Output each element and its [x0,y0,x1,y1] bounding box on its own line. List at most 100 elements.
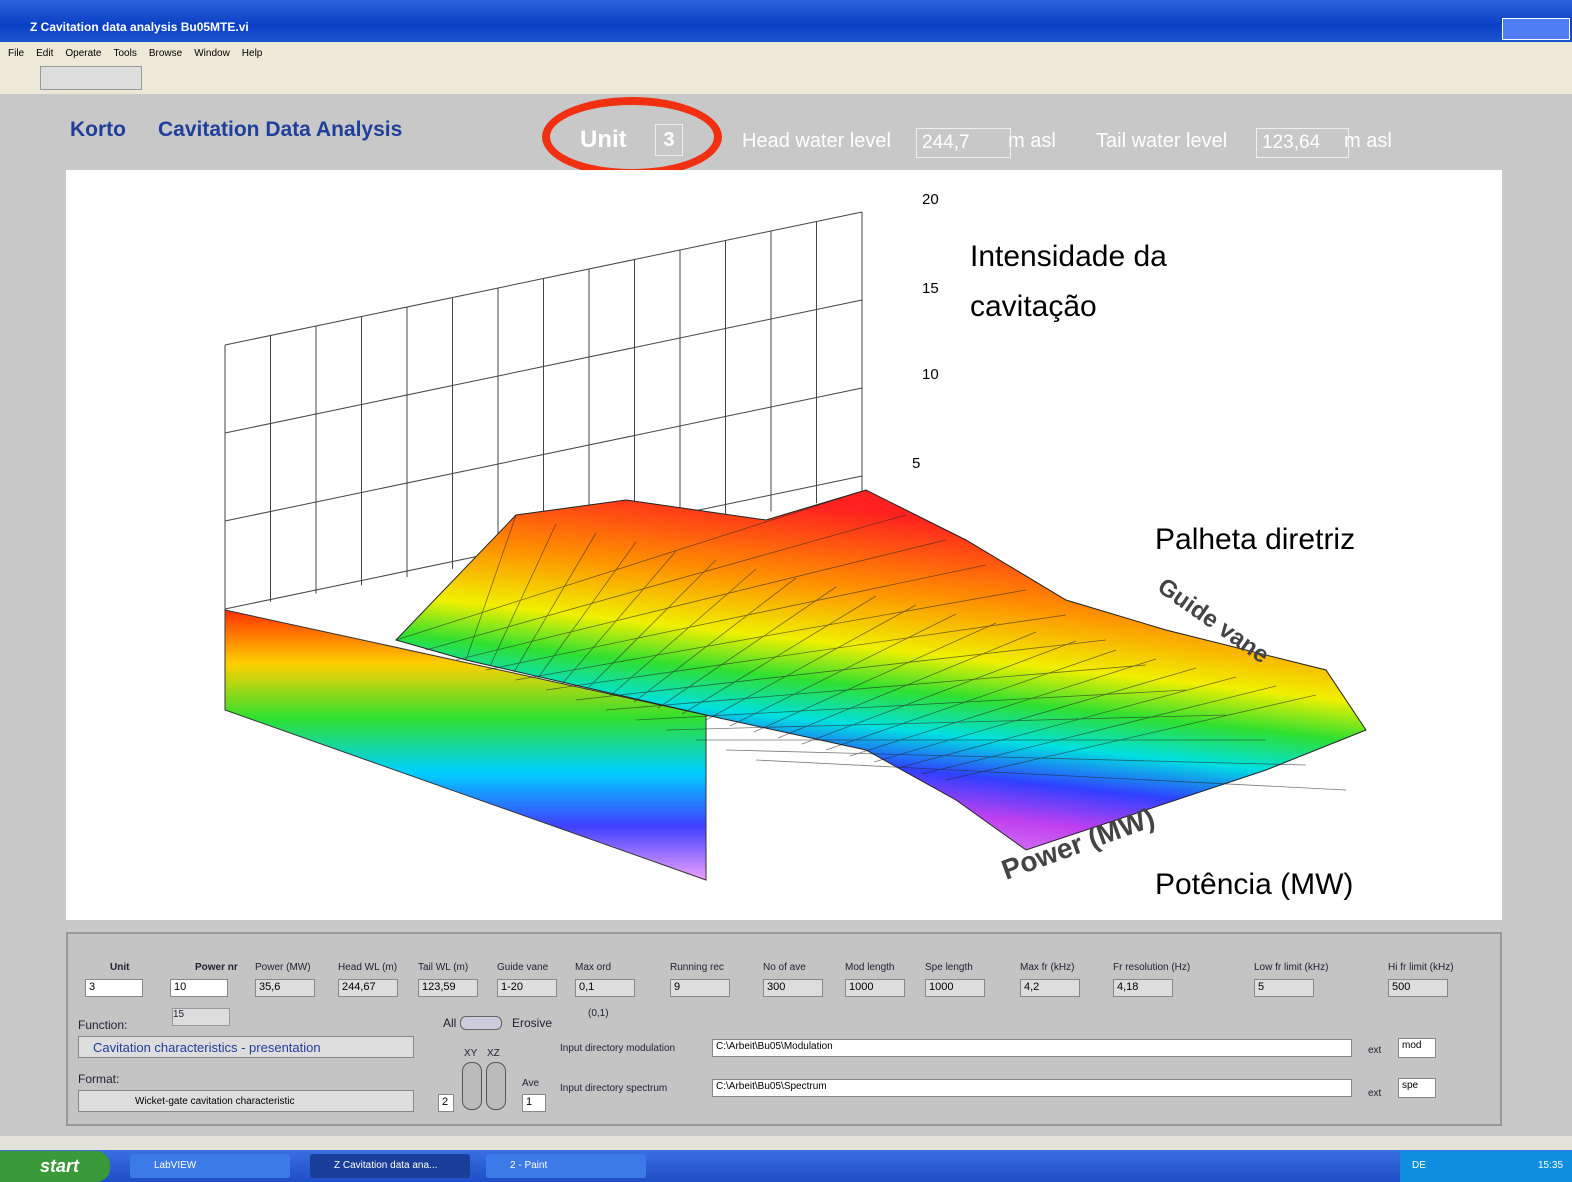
menu-item[interactable]: File [8,48,25,59]
grid-line [633,577,797,703]
field-value[interactable]: 10 [170,979,228,997]
field-label: Spe length [925,962,973,973]
spe-dir[interactable]: C:\Arbeit\Bu05\Spectrum [712,1079,1352,1097]
field-label: Hi fr limit (kHz) [1388,962,1454,973]
ave-value[interactable]: 1 [522,1094,546,1112]
task-button[interactable]: 2 - Paint [486,1154,646,1178]
format-label: Format: [78,1072,120,1086]
field-value[interactable]: 4,2 [1020,979,1080,997]
field-value[interactable]: 500 [1388,979,1448,997]
grid-line [635,689,1187,721]
field-label: Guide vane [497,962,549,973]
brand: Korto [70,118,126,141]
spe-ext[interactable]: spe [1398,1078,1436,1098]
z-tick-label: 15 [922,280,939,297]
start-button[interactable] [0,1151,110,1182]
xy-label: XY [464,1048,478,1059]
task-button[interactable]: Z Cavitation data ana... [310,1154,470,1178]
menu-item[interactable]: Tools [113,48,137,59]
field-value[interactable]: 123,59 [418,979,478,997]
max-ord-sub: (0,1) [588,1008,609,1019]
menu-item[interactable]: Window [194,48,230,59]
app-title: Cavitation Data Analysis [158,118,403,141]
grid-line [665,714,1227,731]
grid-line [921,685,1277,775]
back-wall-grid [224,211,863,610]
menu-item[interactable]: Operate [65,48,102,59]
window-buttons[interactable] [1502,18,1570,40]
field-value[interactable]: 1000 [845,979,905,997]
grid-line [224,387,863,522]
plot: 20 15 10 5 Intensidade da cavitação Palh… [66,170,1502,920]
surface-mesh [395,489,1347,791]
annotation: Potência (MW) [1155,868,1353,901]
field-label: Fr resolution (Hz) [1113,962,1191,973]
tail-label: Tail water level [1096,130,1228,152]
field-label: Unit [110,962,130,973]
switch[interactable] [460,1016,502,1030]
field-value[interactable]: 35,6 [255,979,315,997]
ave-label: Ave [522,1078,540,1089]
grid-line [609,568,757,697]
z-tick-label: 20 [922,191,939,208]
grid-line [873,667,1197,763]
ext-label: ext [1368,1045,1382,1056]
grid-line [489,523,557,667]
power-nr-sub: 15 [172,1008,230,1026]
field-value[interactable]: 1-20 [497,979,557,997]
grid-line [224,299,863,434]
grid-line [755,759,1347,791]
tray-lang: DE [1412,1160,1426,1171]
field-value[interactable]: 3 [85,979,143,997]
xz-knob[interactable] [486,1062,506,1110]
grid-line [945,694,1317,781]
grid-line [224,211,863,346]
function-select[interactable]: Cavitation characteristics - presentatio… [78,1036,414,1058]
grid-line [515,589,1027,681]
field-label: Tail WL (m) [418,962,469,973]
field-value[interactable]: 1000 [925,979,985,997]
xy-knob[interactable] [462,1062,482,1110]
menu-item[interactable]: Help [241,48,263,59]
z-tick-label: 5 [912,455,920,472]
format-select[interactable]: Wicket-gate cavitation characteristic [78,1090,414,1112]
field-value[interactable]: 9 [670,979,730,997]
tail-value: 123,64 [1256,128,1349,158]
field-label: Power nr [195,962,238,973]
title-bar [0,0,1572,42]
annotation: Palheta diretriz [1155,523,1355,556]
grid-line [657,586,837,709]
grid-line [561,550,677,685]
field-value[interactable]: 300 [763,979,823,997]
grid-line [575,639,1107,701]
grid-line [395,489,867,641]
menu-item[interactable]: Edit [36,48,54,59]
start-label: start [40,1156,80,1176]
function-label: Function: [78,1018,128,1032]
grid-line [425,514,907,651]
tray-clock: 15:35 [1538,1160,1564,1171]
scrollbar[interactable] [0,1136,1572,1150]
field-value[interactable]: 0,1 [575,979,635,997]
task-button[interactable]: LabVIEW [130,1154,290,1178]
grid-line [485,564,987,671]
tray [1400,1151,1572,1182]
plot-count[interactable]: 2 [438,1094,454,1112]
grid-line [513,532,597,673]
grid-line [897,676,1237,769]
toolbar[interactable] [40,66,142,90]
mod-ext[interactable]: mod [1398,1038,1436,1058]
ext-label: ext [1368,1088,1382,1099]
grid-line [801,640,1077,745]
field-value[interactable]: 5 [1254,979,1314,997]
annotation: cavitação [970,290,1097,323]
field-value[interactable]: 4,18 [1113,979,1173,997]
menu-item[interactable]: Browse [148,48,183,59]
grid-line [705,604,917,721]
highlight-ellipse [542,97,722,177]
field-label: Low fr limit (kHz) [1254,962,1329,973]
field-value[interactable]: 244,67 [338,979,398,997]
menu: File Edit Operate Tools Browse Window Help [8,48,274,59]
menu-bar [0,42,1572,94]
mod-dir[interactable]: C:\Arbeit\Bu05\Modulation [712,1039,1352,1057]
